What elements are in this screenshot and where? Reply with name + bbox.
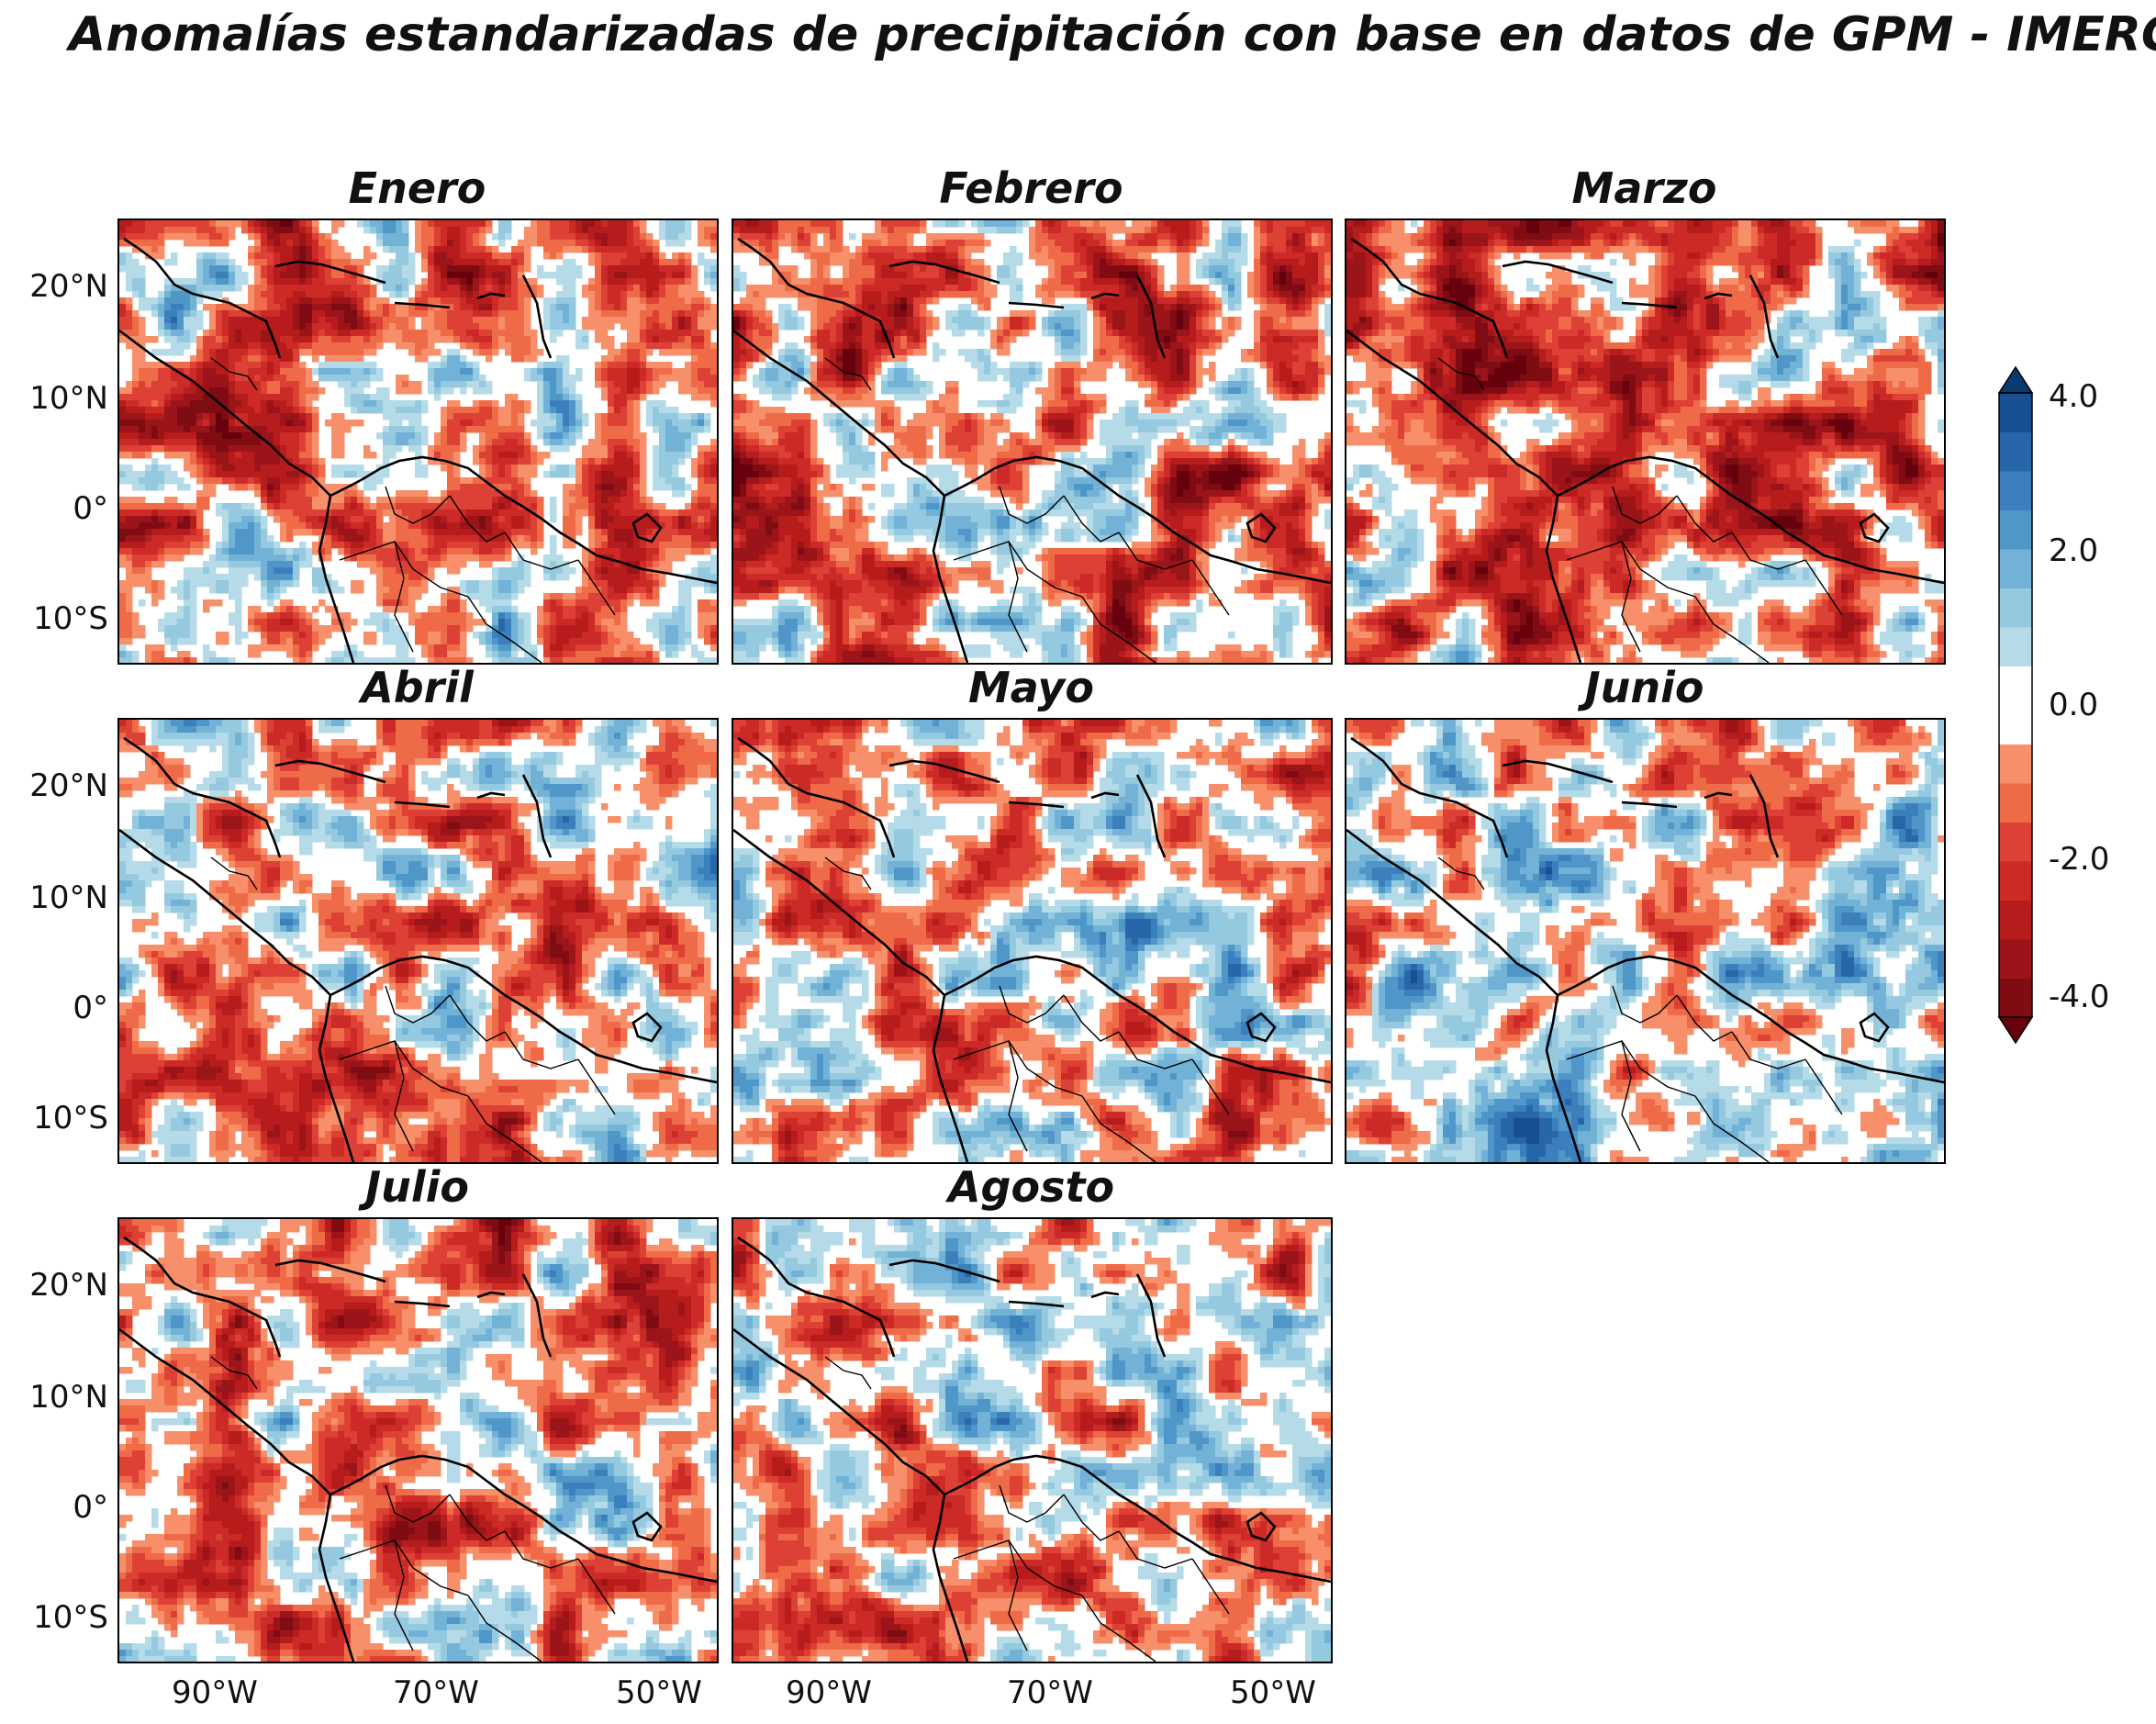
coastlines	[119, 736, 717, 1162]
anomaly-map	[1346, 720, 1944, 1162]
colorbar-segment	[1999, 744, 2032, 784]
colorbar-segment	[1999, 900, 2032, 940]
anomaly-field	[733, 220, 1331, 663]
lat-label: 10°N	[7, 380, 108, 417]
panel-title-agosto: Agosto	[732, 1162, 1331, 1212]
lat-label: 0°	[7, 490, 108, 527]
panel-title-marzo: Marzo	[1345, 163, 1944, 213]
anomaly-map	[733, 220, 1331, 663]
map-panel-mayo	[732, 718, 1333, 1164]
panel-title-julio: Julio	[117, 1162, 717, 1212]
coastlines	[733, 237, 1331, 663]
colorbar-segment	[1999, 393, 2032, 432]
coastlines	[1346, 237, 1944, 663]
map-panel-abril	[117, 718, 719, 1164]
map-panel-marzo	[1345, 218, 1946, 665]
lat-label: 10°S	[7, 1599, 108, 1636]
coastlines	[733, 1236, 1331, 1662]
lat-label: 20°N	[7, 268, 108, 305]
colorbar-segment	[1999, 861, 2032, 901]
anomaly-map	[119, 220, 717, 663]
lat-label: 10°S	[7, 1100, 108, 1136]
colorbar-extend-min	[1997, 1016, 2034, 1045]
panel-title-febrero: Febrero	[732, 163, 1331, 213]
colorbar-segment	[1999, 783, 2032, 823]
coastlines	[119, 237, 717, 663]
anomaly-map	[119, 720, 717, 1162]
lon-label: 70°W	[372, 1674, 500, 1711]
colorbar-segment	[1999, 471, 2032, 510]
map-panel-julio	[117, 1217, 719, 1663]
colorbar-segment	[1999, 939, 2032, 979]
lon-label: 50°W	[595, 1674, 723, 1711]
colorbar-segment	[1999, 588, 2032, 628]
colorbar-label: -4.0	[2049, 979, 2109, 1015]
map-panel-enero	[117, 218, 719, 665]
colorbar-frame	[1998, 392, 2033, 1018]
coastlines	[733, 736, 1331, 1162]
anomaly-field	[733, 720, 1331, 1162]
panel-title-enero: Enero	[117, 163, 717, 213]
colorbar-label: 2.0	[2049, 532, 2098, 569]
anomaly-map	[733, 1219, 1331, 1662]
colorbar-segment	[1999, 666, 2032, 706]
anomaly-field	[1346, 720, 1944, 1162]
anomaly-map	[119, 1219, 717, 1662]
colorbar-segment	[1999, 978, 2032, 1018]
panel-title-abril: Abril	[117, 663, 717, 712]
lat-label: 20°N	[7, 1267, 108, 1304]
colorbar-label: 0.0	[2049, 687, 2098, 723]
lat-label: 10°S	[7, 600, 108, 637]
anomaly-field	[119, 720, 717, 1162]
lat-label: 0°	[7, 990, 108, 1026]
colorbar-segment	[1999, 627, 2032, 666]
colorbar-label: 4.0	[2049, 378, 2098, 415]
map-panel-agosto	[732, 1217, 1333, 1663]
lon-label: 70°W	[986, 1674, 1114, 1711]
anomaly-map	[1346, 220, 1944, 663]
colorbar	[1997, 365, 2034, 1045]
figure-title: Anomalías estandarizadas de precipitació…	[69, 7, 2156, 62]
map-panel-febrero	[732, 218, 1333, 665]
lon-label: 50°W	[1209, 1674, 1337, 1711]
lat-label: 10°N	[7, 879, 108, 916]
map-panel-junio	[1345, 718, 1946, 1164]
lat-label: 0°	[7, 1489, 108, 1526]
anomaly-field	[119, 1219, 717, 1662]
lon-label: 90°W	[151, 1674, 279, 1711]
colorbar-segment	[1999, 822, 2032, 862]
panel-title-junio: Junio	[1345, 663, 1944, 712]
colorbar-segment	[1999, 509, 2032, 550]
anomaly-map	[733, 720, 1331, 1162]
lon-label: 90°W	[765, 1674, 893, 1711]
anomaly-field	[733, 1219, 1331, 1662]
lat-label: 20°N	[7, 767, 108, 804]
colorbar-label: -2.0	[2049, 841, 2109, 878]
lat-label: 10°N	[7, 1379, 108, 1416]
colorbar-segment	[1999, 705, 2032, 744]
colorbar-extend-max	[1997, 365, 2034, 394]
colorbar-segment	[1999, 549, 2032, 588]
panel-title-mayo: Mayo	[732, 663, 1331, 712]
coastlines	[1346, 736, 1944, 1162]
anomaly-field	[1346, 220, 1944, 663]
anomaly-field	[119, 220, 717, 663]
coastlines	[119, 1236, 717, 1662]
colorbar-segment	[1999, 431, 2032, 472]
